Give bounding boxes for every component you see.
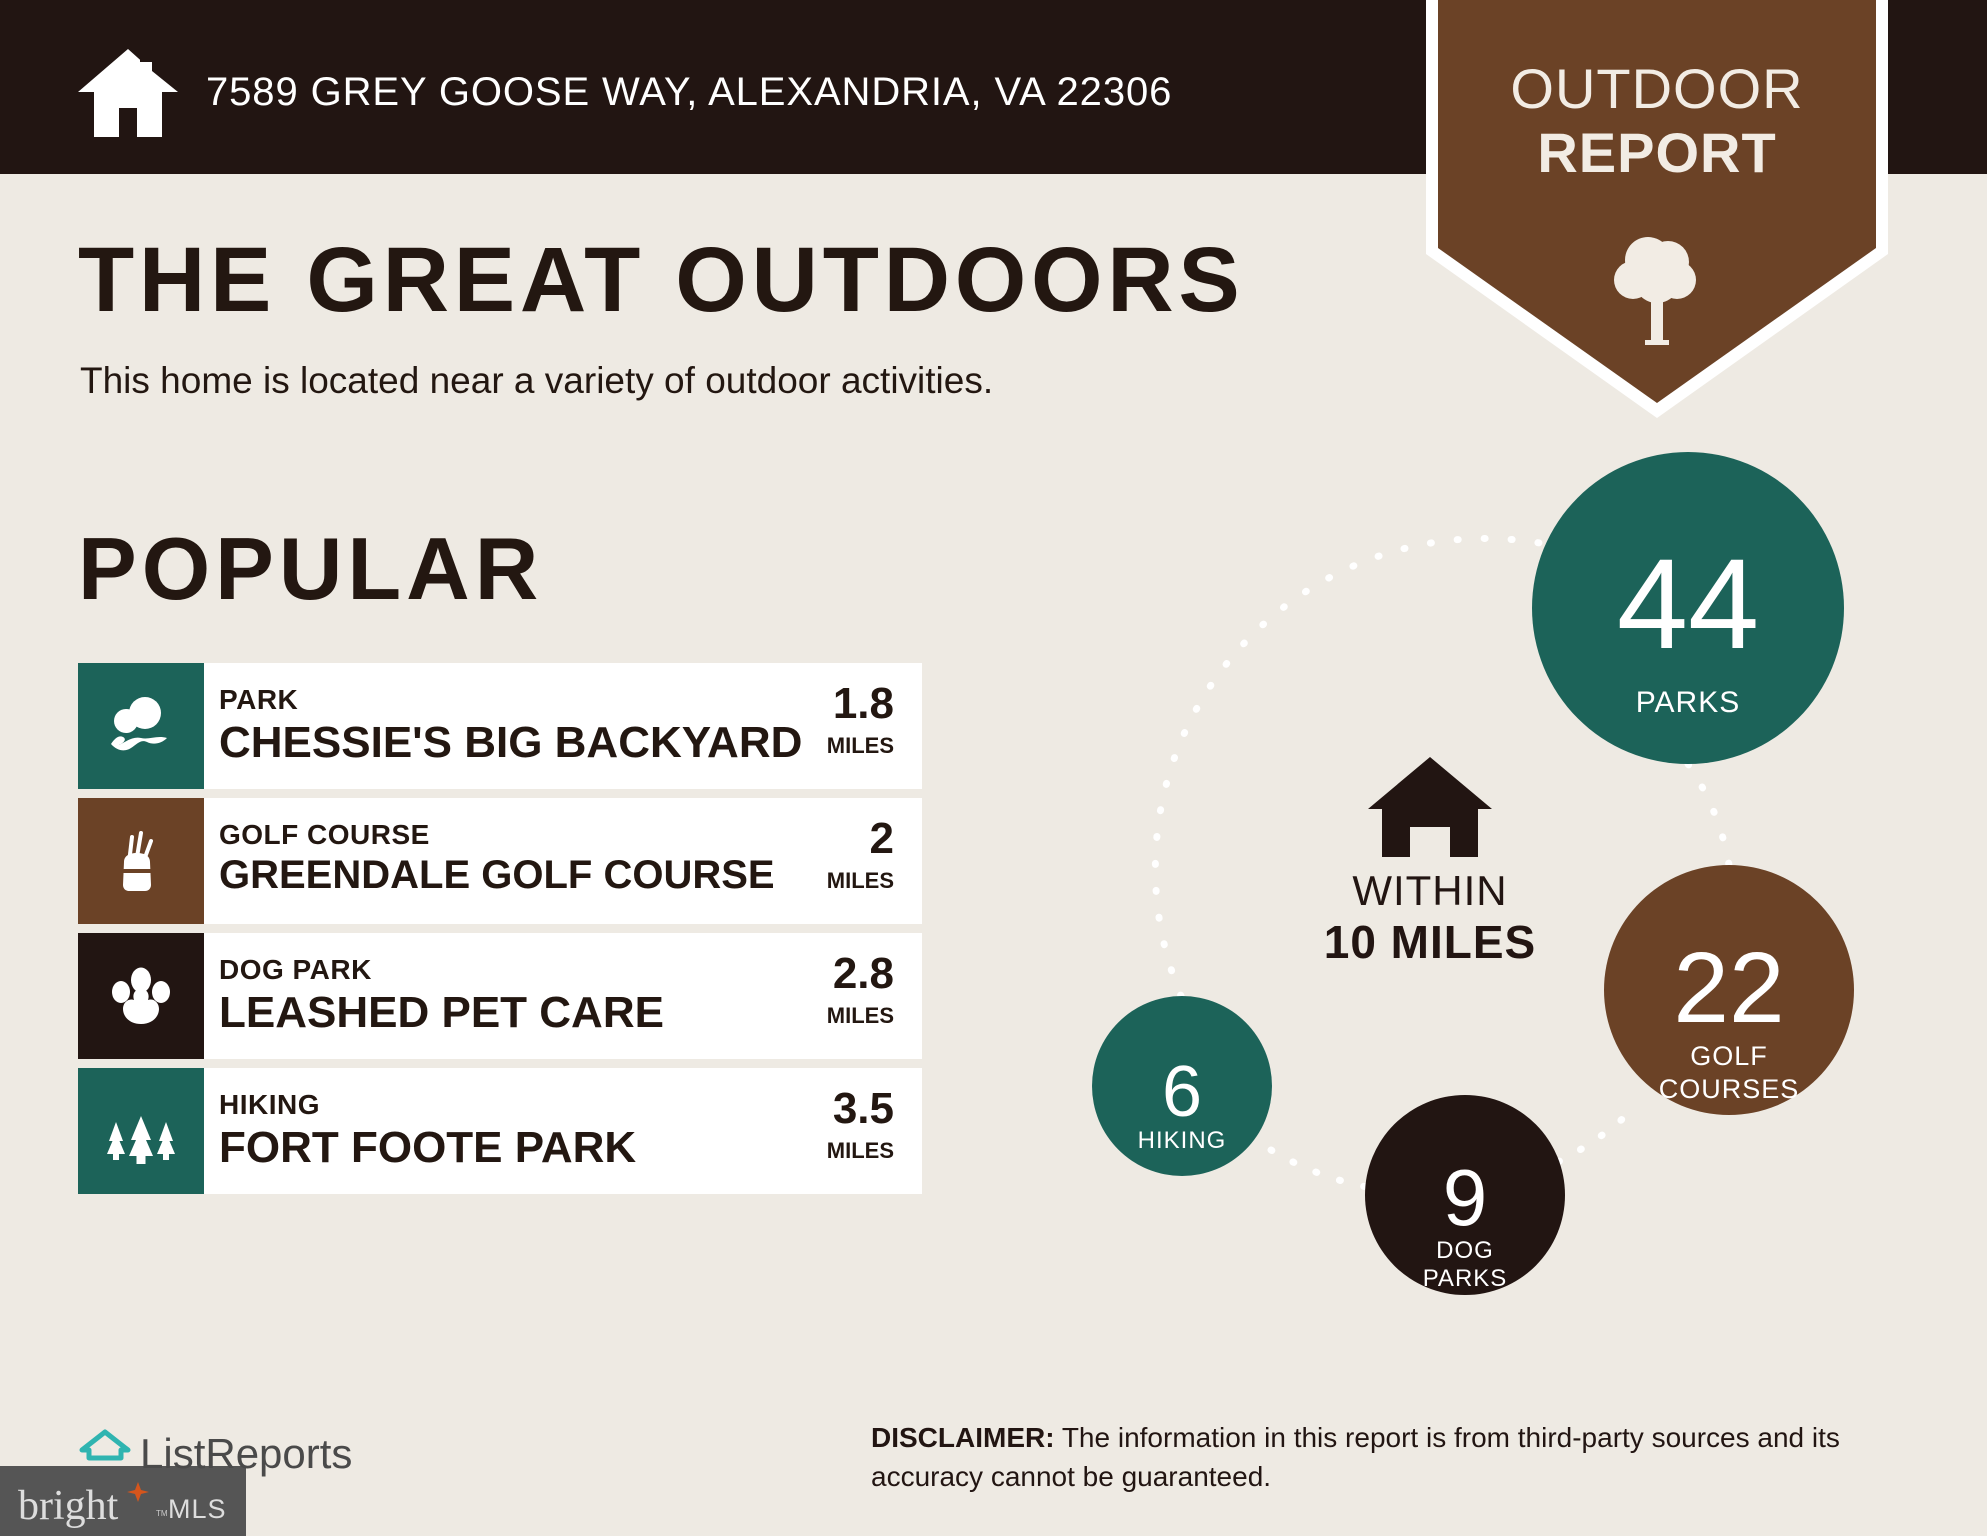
svg-text:PARKS: PARKS: [1636, 686, 1740, 719]
svg-text:WITHIN: WITHIN: [1352, 867, 1507, 914]
svg-text:bright: bright: [18, 1483, 119, 1529]
svg-text:10 MILES: 10 MILES: [1324, 916, 1537, 968]
svg-text:22: 22: [1673, 932, 1784, 1044]
svg-text:6: 6: [1162, 1052, 1202, 1132]
svg-text:9: 9: [1443, 1153, 1488, 1242]
svg-text:DOG: DOG: [1436, 1237, 1494, 1264]
svg-text:44: 44: [1617, 533, 1759, 676]
svg-text:ListReports: ListReports: [140, 1430, 352, 1477]
svg-text:COURSES: COURSES: [1659, 1074, 1800, 1104]
svg-text:PARKS: PARKS: [1423, 1265, 1508, 1292]
svg-text:GOLF: GOLF: [1690, 1041, 1768, 1071]
svg-text:MLS: MLS: [168, 1494, 227, 1524]
svg-text:HIKING: HIKING: [1138, 1127, 1227, 1154]
svg-text:TM: TM: [156, 1509, 168, 1518]
